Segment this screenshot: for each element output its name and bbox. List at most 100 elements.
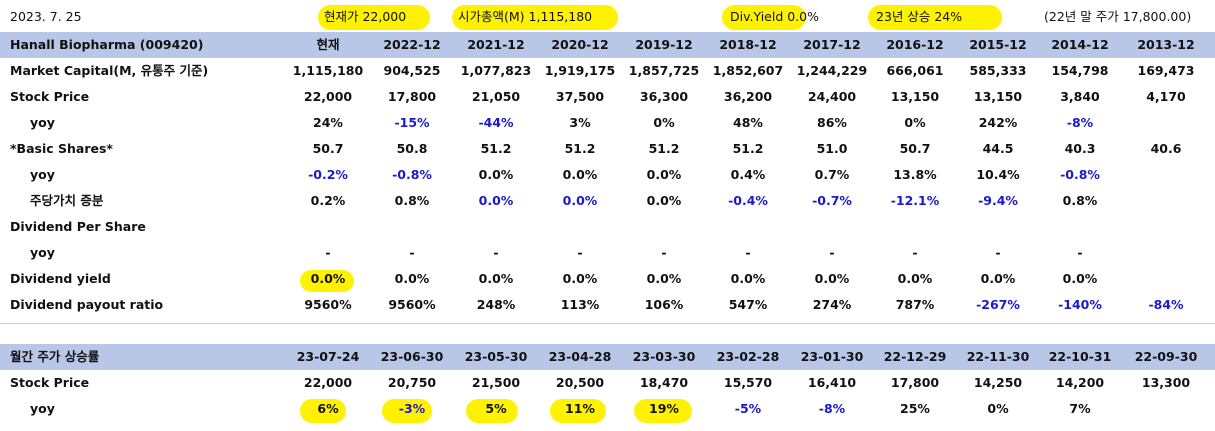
- table-cell: 113%: [560, 297, 600, 312]
- table-row: Market Capital(M, 유통주 기준) 1,115,180 904,52…: [0, 58, 1215, 84]
- monthly-title: 월간 주가 상승률: [10, 349, 100, 364]
- table-cell: 50.7: [899, 141, 931, 156]
- table-cell: 20,500: [555, 375, 605, 390]
- table-cell: 22,000: [303, 375, 353, 390]
- table-cell: 9560%: [388, 297, 436, 312]
- table-cell: [622, 214, 706, 240]
- table-cell: 13.8%: [893, 167, 937, 182]
- table-cell: [1124, 162, 1208, 188]
- table-cell: 51.2: [480, 141, 512, 156]
- column-header: 23-01-30: [800, 349, 864, 364]
- row-label: Dividend Per Share: [10, 219, 146, 234]
- table-cell: 0.0%: [897, 271, 933, 286]
- table-cell: 20,750: [387, 375, 437, 390]
- table-cell: -0.8%: [1060, 167, 1100, 182]
- highlight-mcap: [452, 5, 618, 30]
- table-cell: 21,050: [471, 89, 521, 104]
- column-header: 2020-12: [551, 37, 609, 52]
- row-label: Dividend yield: [10, 271, 111, 286]
- table-cell: 0.0%: [730, 271, 766, 286]
- table-cell: 0.0%: [562, 271, 598, 286]
- table-cell: 22,000: [303, 89, 353, 104]
- table-cell: 51.2: [648, 141, 680, 156]
- table-cell: 585,333: [969, 63, 1027, 78]
- market-cap-label: 시가총액(M) 1,115,180: [458, 9, 593, 24]
- column-header: 23-04-28: [548, 349, 612, 364]
- table-cell: 24%: [313, 115, 343, 130]
- table-cell: 0.4%: [730, 167, 766, 182]
- table-cell: 14,200: [1055, 375, 1105, 390]
- table-cell: -0.7%: [812, 193, 852, 208]
- table-cell: 48%: [733, 115, 763, 130]
- table-cell: 0.2%: [310, 193, 346, 208]
- table-cell: 13,300: [1141, 375, 1191, 390]
- table-cell: 787%: [895, 297, 935, 312]
- table-cell: 7%: [1069, 401, 1091, 416]
- table-cell: 11%: [565, 401, 595, 416]
- column-header: 2022-12: [383, 37, 441, 52]
- table-cell: [1124, 188, 1208, 214]
- table-cell: 3,840: [1060, 89, 1100, 104]
- highlight-price: [318, 5, 430, 30]
- table-cell: 0.8%: [1062, 193, 1098, 208]
- table-cell: 25%: [900, 401, 930, 416]
- table-cell: 0.0%: [1062, 271, 1098, 286]
- column-header: 현재: [316, 37, 340, 52]
- table-cell: -44%: [478, 115, 514, 130]
- table-cell: [790, 214, 874, 240]
- table-row: yoy 24% -15% -44% 3% 0% 48% 86% 0% 242% -8%: [0, 110, 1215, 136]
- row-label: Stock Price: [10, 375, 90, 390]
- row-label: Market Capital(M, 유통주 기준): [10, 63, 209, 78]
- column-header: 2019-12: [635, 37, 693, 52]
- annual-header-row: Hanall Biopharma (009420) 현재 2022-12 2021-1…: [0, 32, 1215, 58]
- table-cell: 3%: [569, 115, 591, 130]
- table-cell: -8%: [1066, 115, 1094, 130]
- table-row: 주당가치 증분 0.2% 0.8% 0.0% 0.0% 0.0% -0.4% -0.7% -12…: [0, 188, 1215, 214]
- table-cell: 10.4%: [976, 167, 1020, 182]
- column-header: 2015-12: [969, 37, 1027, 52]
- row-label: yoy: [30, 167, 55, 182]
- table-cell: 0.0%: [478, 167, 514, 182]
- column-header: 2017-12: [803, 37, 861, 52]
- section-divider: [0, 323, 1215, 324]
- table-cell: [1124, 396, 1208, 422]
- row-label: yoy: [30, 115, 55, 130]
- ytd-change-label: 23년 상승 24%: [876, 9, 963, 24]
- table-cell: 9560%: [304, 297, 352, 312]
- column-header: 2021-12: [467, 37, 525, 52]
- table-cell: -: [493, 245, 499, 260]
- table-row: Dividend Per Share: [0, 214, 1215, 240]
- table-cell: 0.0%: [478, 193, 514, 208]
- table-cell: 274%: [812, 297, 852, 312]
- table-cell: -: [912, 245, 918, 260]
- table-row: Dividend yield 0.0% 0.0% 0.0% 0.0% 0.0% 0.0% 0.…: [0, 266, 1215, 292]
- table-cell: 17,800: [890, 375, 940, 390]
- table-cell: 0.0%: [562, 167, 598, 182]
- column-header: 2013-12: [1137, 37, 1195, 52]
- highlight-ytd: [868, 5, 1002, 30]
- highlight-m2: [382, 399, 432, 423]
- column-header: 22-10-31: [1048, 349, 1112, 364]
- table-cell: [1124, 266, 1208, 292]
- column-header: 22-12-29: [883, 349, 947, 364]
- table-cell: 0.0%: [646, 167, 682, 182]
- row-label: *Basic Shares*: [10, 141, 113, 156]
- table-cell: -9.4%: [978, 193, 1018, 208]
- table-cell: -: [1077, 245, 1083, 260]
- table-cell: 0.0%: [646, 271, 682, 286]
- table-cell: 36,300: [639, 89, 689, 104]
- table-cell: 18,470: [639, 375, 689, 390]
- table-cell: 21,500: [471, 375, 521, 390]
- table-cell: 44.5: [982, 141, 1014, 156]
- table-cell: -5%: [734, 401, 762, 416]
- table-cell: -: [995, 245, 1001, 260]
- table-cell: 86%: [817, 115, 847, 130]
- highlight-div-yield: [722, 5, 806, 30]
- table-cell: -0.2%: [308, 167, 348, 182]
- table-cell: 154,798: [1051, 63, 1109, 78]
- table-cell: -140%: [1058, 297, 1102, 312]
- row-label: 주당가치 증분: [30, 193, 104, 208]
- table-cell: -0.8%: [392, 167, 432, 182]
- table-cell: 169,473: [1137, 63, 1195, 78]
- table-cell: 0.0%: [478, 271, 514, 286]
